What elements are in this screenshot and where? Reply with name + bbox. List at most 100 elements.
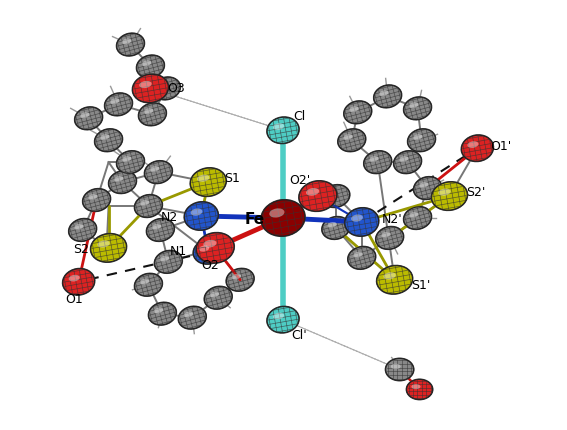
Ellipse shape [322,217,350,239]
Text: N2': N2' [381,213,402,227]
Text: O1: O1 [65,293,83,306]
Ellipse shape [260,199,306,237]
Ellipse shape [409,212,418,218]
Ellipse shape [409,102,418,108]
Ellipse shape [134,194,163,218]
Text: S1': S1' [411,279,430,292]
Ellipse shape [98,242,107,248]
Ellipse shape [158,83,167,88]
Ellipse shape [413,176,442,200]
Ellipse shape [226,269,254,291]
Ellipse shape [405,378,434,400]
Ellipse shape [62,268,95,296]
Ellipse shape [327,222,337,228]
Ellipse shape [381,232,391,238]
Ellipse shape [321,184,350,208]
Ellipse shape [353,252,363,258]
Ellipse shape [348,247,375,269]
Ellipse shape [383,272,396,280]
Ellipse shape [369,156,379,162]
Ellipse shape [379,90,388,96]
Text: Cl: Cl [293,110,305,123]
Ellipse shape [351,215,363,221]
Ellipse shape [117,34,144,56]
Text: O2: O2 [201,259,219,272]
Ellipse shape [149,302,176,325]
Ellipse shape [135,273,162,296]
Ellipse shape [142,61,151,66]
Ellipse shape [155,251,182,273]
Ellipse shape [196,232,235,264]
Ellipse shape [154,308,163,313]
Ellipse shape [261,200,305,236]
Ellipse shape [321,216,350,240]
Ellipse shape [137,55,164,78]
Ellipse shape [327,190,337,196]
Ellipse shape [80,112,90,118]
Ellipse shape [191,209,202,216]
Ellipse shape [184,312,193,317]
Text: O2': O2' [289,174,311,187]
Ellipse shape [199,246,209,252]
Ellipse shape [69,275,80,282]
Ellipse shape [407,128,437,152]
Ellipse shape [386,359,413,381]
Ellipse shape [412,384,421,389]
Ellipse shape [150,166,159,172]
Ellipse shape [393,150,422,174]
Ellipse shape [153,77,180,100]
Ellipse shape [430,181,468,211]
Ellipse shape [204,286,233,310]
Ellipse shape [154,250,183,274]
Ellipse shape [266,306,300,334]
Ellipse shape [438,188,451,196]
Ellipse shape [192,239,224,265]
Ellipse shape [193,240,223,264]
Ellipse shape [210,292,219,298]
Ellipse shape [117,151,144,173]
Ellipse shape [145,161,172,183]
Ellipse shape [419,182,429,188]
Ellipse shape [337,128,366,152]
Ellipse shape [139,279,149,285]
Ellipse shape [408,129,435,151]
Ellipse shape [90,233,128,263]
Ellipse shape [147,219,174,241]
Ellipse shape [267,307,299,333]
Ellipse shape [225,267,255,292]
Ellipse shape [139,103,166,126]
Ellipse shape [462,135,493,161]
Ellipse shape [204,240,217,248]
Ellipse shape [205,286,232,309]
Ellipse shape [146,218,175,242]
Ellipse shape [196,233,234,263]
Ellipse shape [394,151,421,173]
Ellipse shape [413,134,422,140]
Ellipse shape [135,195,162,217]
Ellipse shape [373,84,403,108]
Ellipse shape [349,106,358,112]
Ellipse shape [384,357,414,381]
Ellipse shape [197,175,209,182]
Ellipse shape [74,224,83,230]
Ellipse shape [152,224,161,230]
Ellipse shape [374,85,401,108]
Ellipse shape [377,266,412,294]
Ellipse shape [100,134,109,140]
Text: O1': O1' [490,140,512,153]
Ellipse shape [344,207,379,237]
Ellipse shape [91,234,126,262]
Ellipse shape [69,219,96,241]
Ellipse shape [299,181,337,211]
Ellipse shape [298,180,338,212]
Ellipse shape [136,54,165,79]
Ellipse shape [143,160,173,184]
Ellipse shape [177,305,207,330]
Ellipse shape [183,201,219,231]
Text: S1: S1 [224,172,240,184]
Ellipse shape [114,176,124,182]
Ellipse shape [407,379,433,399]
Ellipse shape [104,92,133,117]
Ellipse shape [347,246,376,270]
Ellipse shape [147,301,177,326]
